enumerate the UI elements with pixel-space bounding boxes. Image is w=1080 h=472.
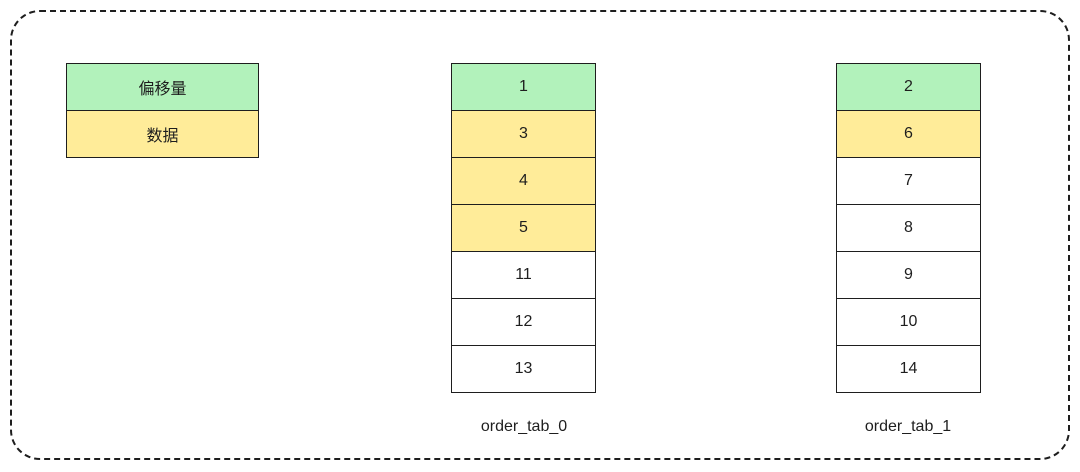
table-label: order_tab_0 <box>480 418 568 435</box>
table-label: order_tab_1 <box>864 418 952 435</box>
legend-data: 数据 <box>66 110 259 158</box>
table-cell: 1 <box>451 63 596 111</box>
table-cell: 9 <box>836 251 981 299</box>
table-cell: 7 <box>836 157 981 205</box>
table-cell: 13 <box>451 345 596 393</box>
table-cell: 12 <box>451 298 596 346</box>
table-cell: 5 <box>451 204 596 252</box>
table-cell: 14 <box>836 345 981 393</box>
table-cell: 2 <box>836 63 981 111</box>
table-cell: 10 <box>836 298 981 346</box>
table-cell: 3 <box>451 110 596 158</box>
table-cell: 11 <box>451 251 596 299</box>
legend-offset: 偏移量 <box>66 63 259 111</box>
legend: 偏移量 数据 <box>66 63 259 158</box>
table-cell: 6 <box>836 110 981 158</box>
table-cell: 4 <box>451 157 596 205</box>
table-cell: 8 <box>836 204 981 252</box>
table-order-tab-0: 1 3 4 5 11 12 13 <box>451 63 596 393</box>
dashed-frame <box>10 10 1070 460</box>
table-order-tab-1: 2 6 7 8 9 10 14 <box>836 63 981 393</box>
